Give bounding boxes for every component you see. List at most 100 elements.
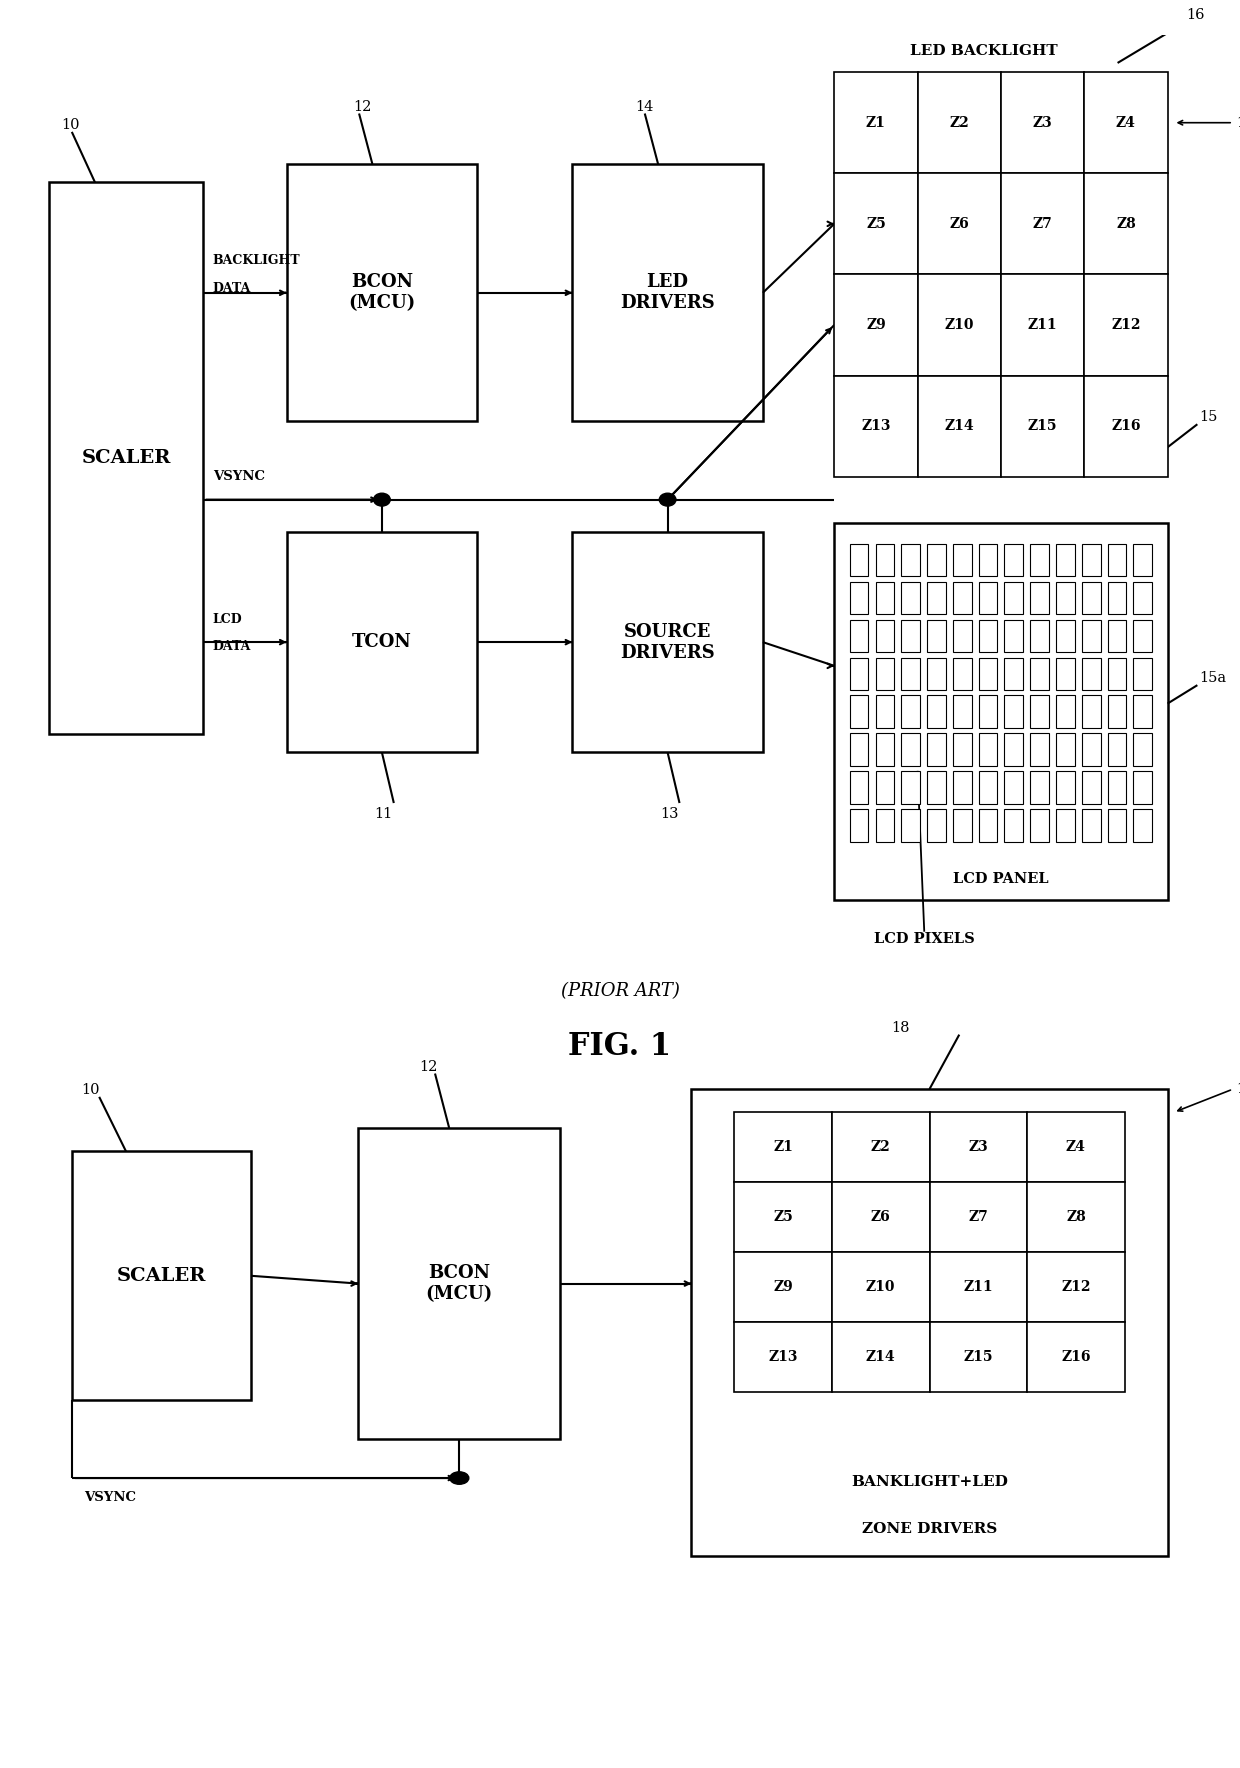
Text: BCON
(MCU): BCON (MCU) <box>425 1264 494 1303</box>
Bar <box>928 771 946 804</box>
Bar <box>1081 619 1101 652</box>
Text: Z10: Z10 <box>945 318 973 332</box>
Text: Z4: Z4 <box>1066 1140 1086 1155</box>
Bar <box>875 810 894 842</box>
Bar <box>1133 734 1152 766</box>
Text: DATA: DATA <box>213 281 252 295</box>
Bar <box>1004 619 1023 652</box>
Bar <box>72 1151 250 1400</box>
Bar <box>952 771 972 804</box>
Bar <box>918 72 1001 173</box>
Bar <box>952 734 972 766</box>
Bar <box>978 771 997 804</box>
Bar <box>952 545 972 576</box>
Bar <box>849 545 868 576</box>
Bar <box>928 582 946 613</box>
Bar <box>875 695 894 728</box>
Bar <box>1001 375 1084 477</box>
Bar <box>832 1322 930 1393</box>
Bar <box>1027 1252 1125 1322</box>
Bar <box>952 810 972 842</box>
Bar <box>1030 582 1049 613</box>
Bar <box>1030 545 1049 576</box>
Bar <box>1081 582 1101 613</box>
Bar <box>1004 658 1023 690</box>
Bar <box>849 695 868 728</box>
Bar <box>918 375 1001 477</box>
Text: DATA: DATA <box>213 640 252 652</box>
Text: Z1: Z1 <box>774 1140 794 1155</box>
Bar <box>1056 695 1075 728</box>
Bar <box>1107 771 1126 804</box>
Bar <box>1084 173 1168 274</box>
Bar <box>901 734 920 766</box>
Text: Z7: Z7 <box>968 1211 988 1225</box>
Bar <box>901 658 920 690</box>
Text: Z6: Z6 <box>870 1211 890 1225</box>
Bar <box>928 695 946 728</box>
Bar <box>875 582 894 613</box>
Bar <box>1081 658 1101 690</box>
Bar <box>1027 1183 1125 1252</box>
Bar <box>1056 810 1075 842</box>
Bar <box>849 771 868 804</box>
Bar <box>1004 810 1023 842</box>
Text: FIG. 1: FIG. 1 <box>568 1031 672 1063</box>
Text: Z11: Z11 <box>1028 318 1058 332</box>
Bar <box>286 164 477 421</box>
Bar <box>1056 734 1075 766</box>
Text: 12: 12 <box>419 1059 438 1073</box>
Bar <box>1107 810 1126 842</box>
Bar <box>1056 658 1075 690</box>
Bar <box>835 274 918 375</box>
Bar <box>1133 619 1152 652</box>
Text: TCON: TCON <box>352 633 412 651</box>
Bar <box>1133 695 1152 728</box>
Bar <box>1133 810 1152 842</box>
Bar <box>952 658 972 690</box>
Bar <box>835 173 918 274</box>
Bar <box>952 695 972 728</box>
Text: Z12: Z12 <box>1111 318 1141 332</box>
Bar <box>1030 734 1049 766</box>
Bar <box>901 810 920 842</box>
Bar <box>832 1183 930 1252</box>
Bar <box>734 1252 832 1322</box>
Bar <box>901 545 920 576</box>
Bar <box>1004 582 1023 613</box>
Text: Z14: Z14 <box>866 1351 895 1365</box>
Bar <box>978 695 997 728</box>
Bar <box>573 164 763 421</box>
Text: Z8: Z8 <box>1066 1211 1086 1225</box>
Bar <box>835 523 1168 900</box>
Bar <box>928 619 946 652</box>
Circle shape <box>373 493 391 506</box>
Bar <box>1027 1112 1125 1183</box>
Text: 15: 15 <box>1200 410 1218 424</box>
Text: SOURCE
DRIVERS: SOURCE DRIVERS <box>620 622 715 661</box>
Bar <box>875 619 894 652</box>
Bar <box>928 545 946 576</box>
Text: Z13: Z13 <box>769 1351 797 1365</box>
Text: BCON
(MCU): BCON (MCU) <box>348 274 415 313</box>
Bar <box>930 1112 1027 1183</box>
Bar <box>1084 72 1168 173</box>
Text: Z14: Z14 <box>945 419 975 433</box>
Bar <box>1133 771 1152 804</box>
Text: Z13: Z13 <box>862 419 890 433</box>
Text: Z10: Z10 <box>866 1280 895 1294</box>
Text: BANKLIGHT+LED: BANKLIGHT+LED <box>851 1475 1008 1489</box>
Text: 16a: 16a <box>1236 1082 1240 1096</box>
Text: LED BACKLIGHT: LED BACKLIGHT <box>910 44 1058 58</box>
Bar <box>875 734 894 766</box>
Bar <box>1081 545 1101 576</box>
Text: Z3: Z3 <box>1033 115 1053 129</box>
Bar <box>1030 810 1049 842</box>
Bar <box>358 1128 560 1439</box>
Text: VSYNC: VSYNC <box>213 470 265 483</box>
Bar <box>930 1183 1027 1252</box>
Bar <box>928 810 946 842</box>
Text: 10: 10 <box>61 118 79 133</box>
Bar <box>734 1322 832 1393</box>
Bar <box>928 734 946 766</box>
